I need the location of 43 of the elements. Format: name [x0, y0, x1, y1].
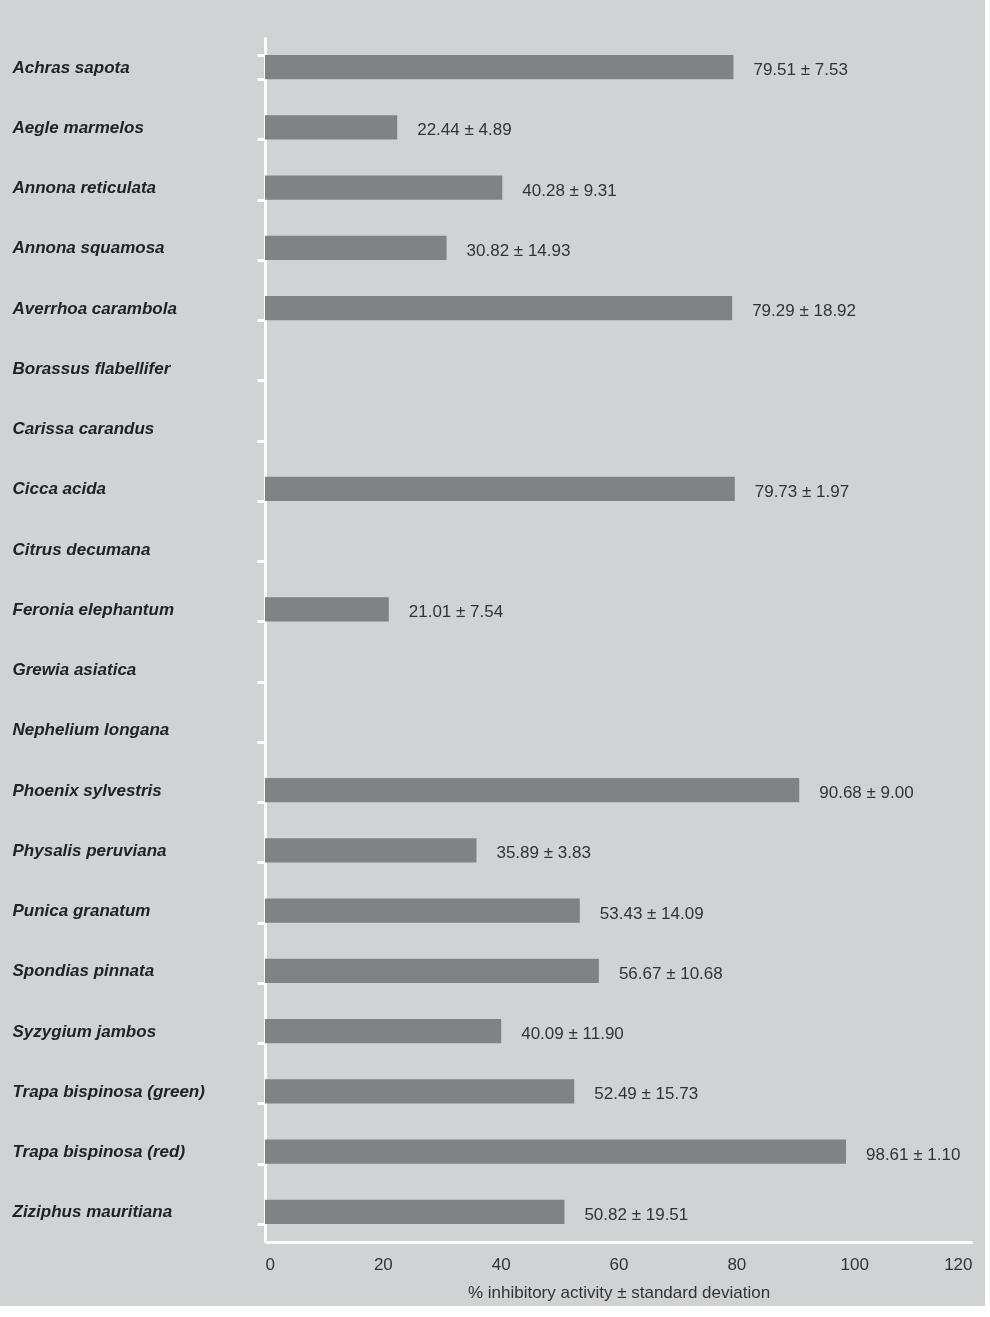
data-label: 30.82 ± 14.93	[466, 240, 571, 260]
y-tick-label: Syzygium jambos	[12, 1021, 157, 1041]
y-tick-label: Carissa carandus	[12, 419, 155, 439]
data-label: 22.44 ± 4.89	[417, 120, 512, 140]
y-tick-label: Borassus flabellifer	[12, 358, 172, 378]
y-tick-label: Trapa bispinosa (green)	[12, 1081, 206, 1101]
y-tick-label: Achras sapota	[11, 57, 130, 77]
y-tick-label: Annona reticulata	[11, 178, 157, 198]
x-tick-label: 80	[727, 1254, 747, 1274]
x-tick-label: 60	[609, 1254, 629, 1274]
y-tick-label: Aegle marmelos	[11, 117, 144, 137]
y-tick-label: Trapa bispinosa (red)	[12, 1142, 186, 1162]
data-label: 90.68 ± 9.00	[819, 783, 914, 803]
y-tick-label: Cicca acida	[12, 479, 107, 499]
y-tick-label: Averrhoa carambola	[11, 298, 177, 318]
y-tick-label: Feronia elephantum	[12, 599, 175, 619]
x-tick-label: 120	[944, 1254, 973, 1274]
x-tick-label: 20	[373, 1254, 393, 1274]
data-label: 21.01 ± 7.54	[408, 602, 504, 622]
data-label: 98.61 ± 1.10	[865, 1144, 961, 1164]
y-tick-label: Punica granatum	[12, 901, 151, 921]
data-label: 53.43 ± 14.09	[599, 903, 704, 923]
y-tick-label: Physalis peruviana	[12, 840, 167, 860]
y-tick-label: Spondias pinnata	[12, 961, 155, 981]
y-tick-label: Grewia asiatica	[12, 660, 137, 680]
data-label: 35.89 ± 3.83	[496, 843, 591, 863]
y-tick-label: Annona squamosa	[11, 238, 165, 258]
x-axis-title: % inhibitory activity ± standard deviation	[467, 1282, 771, 1302]
data-label: 40.09 ± 11.90	[521, 1024, 624, 1044]
data-label: 50.82 ± 19.51	[584, 1204, 689, 1224]
x-tick-label: 100	[840, 1254, 869, 1274]
y-tick-label: Ziziphus mauritiana	[11, 1202, 173, 1222]
data-label: 79.51 ± 7.53	[753, 60, 848, 80]
data-label: 52.49 ± 15.73	[594, 1084, 699, 1104]
y-tick-label: Phoenix sylvestris	[12, 780, 162, 800]
y-tick-label: Nephelium longana	[12, 720, 170, 740]
y-tick-label: Citrus decumana	[12, 539, 151, 559]
data-label: 40.28 ± 9.31	[522, 180, 617, 200]
x-tick-label: 40	[491, 1254, 511, 1274]
data-label: 79.29 ± 18.92	[752, 301, 857, 321]
data-label: 56.67 ± 10.68	[618, 963, 723, 983]
data-label: 79.73 ± 1.97	[754, 481, 850, 501]
x-tick-label: 0	[265, 1254, 275, 1274]
